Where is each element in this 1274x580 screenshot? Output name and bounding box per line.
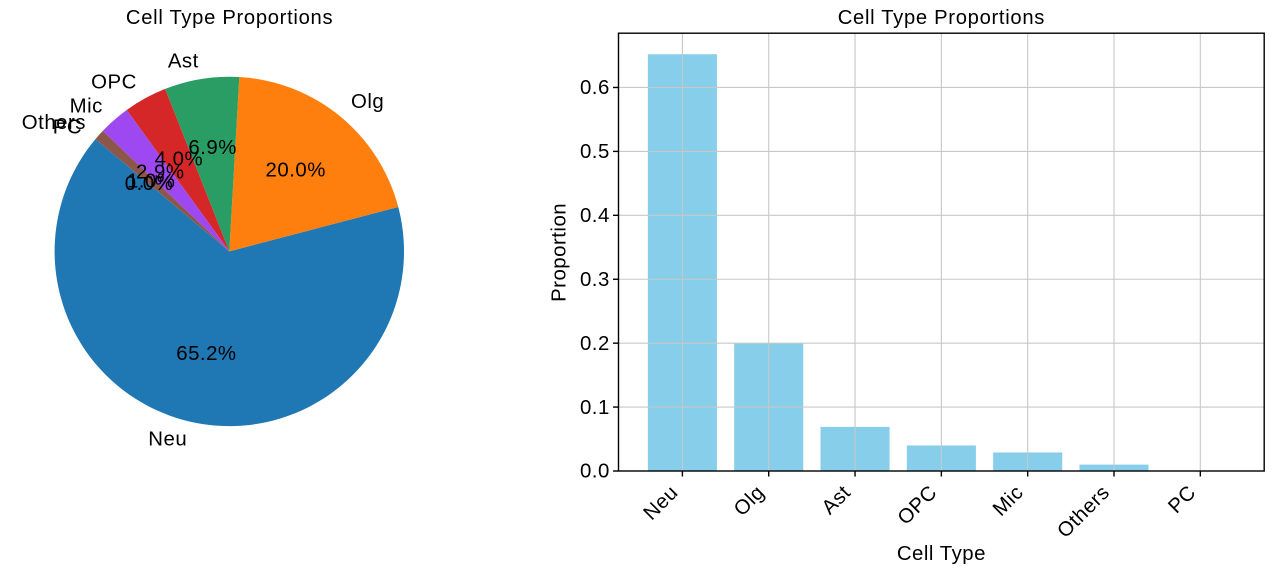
svg-text:OPC: OPC bbox=[91, 72, 137, 94]
svg-text:2.9%: 2.9% bbox=[136, 162, 184, 184]
svg-text:Neu: Neu bbox=[148, 429, 187, 451]
svg-text:0.0%: 0.0% bbox=[125, 173, 173, 195]
svg-text:Cell Type Proportions: Cell Type Proportions bbox=[126, 7, 333, 29]
svg-text:Proportion: Proportion bbox=[549, 203, 571, 302]
svg-text:0.4: 0.4 bbox=[580, 205, 610, 227]
svg-text:0.2: 0.2 bbox=[580, 333, 610, 355]
svg-text:Olg: Olg bbox=[351, 91, 384, 113]
svg-text:Cell Type: Cell Type bbox=[897, 543, 986, 565]
svg-text:20.0%: 20.0% bbox=[266, 159, 326, 181]
svg-text:Others: Others bbox=[22, 112, 86, 134]
svg-text:0.5: 0.5 bbox=[580, 141, 610, 163]
svg-text:PC: PC bbox=[53, 117, 82, 139]
svg-text:0.3: 0.3 bbox=[580, 269, 610, 291]
svg-text:Ast: Ast bbox=[168, 50, 199, 72]
svg-text:65.2%: 65.2% bbox=[176, 343, 236, 365]
svg-text:0.1: 0.1 bbox=[580, 397, 610, 419]
svg-text:0.0: 0.0 bbox=[580, 461, 610, 483]
svg-text:0.6: 0.6 bbox=[580, 77, 610, 99]
svg-text:Cell Type Proportions: Cell Type Proportions bbox=[838, 7, 1045, 29]
svg-text:4.0%: 4.0% bbox=[155, 149, 203, 171]
svg-text:1.0%: 1.0% bbox=[127, 171, 175, 193]
svg-text:Mic: Mic bbox=[70, 95, 103, 117]
svg-text:6.9%: 6.9% bbox=[188, 137, 236, 159]
